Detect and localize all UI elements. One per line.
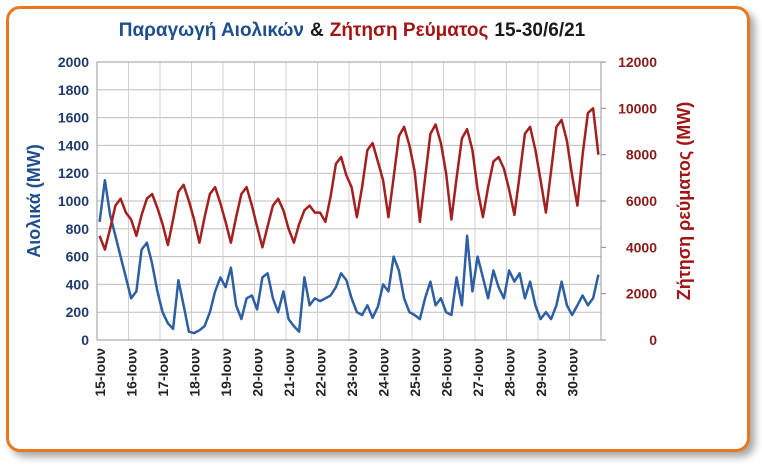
y-tick-label: 1600 [58, 110, 89, 126]
y2-tick-label: 12000 [618, 54, 657, 70]
x-tick-label: 17-Ιουν [155, 348, 171, 397]
x-tick-label: 18-Ιουν [187, 348, 203, 397]
x-tick-label: 23-Ιουν [344, 348, 360, 397]
title-part: Παραγωγή Αιολικών [119, 20, 304, 41]
x-tick-label: 15-Ιουν [92, 348, 108, 397]
y2-tick-label: 10000 [618, 100, 657, 116]
x-tick-label: 22-Ιουν [313, 348, 329, 397]
y-tick-label: 0 [81, 332, 89, 348]
y-tick-label: 200 [66, 304, 90, 320]
chart-title: Παραγωγή Αιολικών & Ζήτηση Ρεύματος 15-30/6… [119, 20, 586, 41]
x-tick-label: 21-Ιουν [281, 348, 297, 397]
x-tick-label: 26-Ιουν [439, 348, 455, 397]
y2-axis-label: Ζήτηση ρεύματος (MW) [674, 102, 694, 300]
y-axis-label: Αιολικά (MW) [24, 144, 44, 257]
y2-tick-label: 0 [649, 332, 657, 348]
y-tick-label: 400 [66, 276, 90, 292]
y-tick-label: 2000 [58, 54, 89, 70]
x-tick-label: 20-Ιουν [250, 348, 266, 397]
title-part: Ζήτηση Ρεύματος [330, 20, 489, 41]
x-tick-label: 19-Ιουν [218, 348, 234, 397]
y-tick-label: 1400 [58, 137, 89, 153]
x-tick-label: 16-Ιουν [124, 348, 140, 397]
x-tick-label: 24-Ιουν [376, 348, 392, 397]
y-tick-label: 1000 [58, 193, 89, 209]
y-tick-label: 1200 [58, 165, 89, 181]
y-tick-label: 600 [66, 249, 90, 265]
plot-border [96, 61, 602, 341]
y2-tick-label: 4000 [626, 239, 657, 255]
y2-tick-label: 2000 [626, 286, 657, 302]
series-line [98, 107, 600, 251]
x-tick-label: 28-Ιουν [502, 348, 518, 397]
y2-tick-label: 6000 [626, 193, 657, 209]
title-part: 15-30/6/21 [494, 20, 585, 41]
x-tick-label: 29-Ιουν [533, 348, 549, 397]
y-tick-label: 1800 [58, 82, 89, 98]
y-tick-label: 800 [66, 221, 90, 237]
y2-tick-label: 8000 [626, 147, 657, 163]
title-part: & [310, 20, 324, 41]
x-tick-label: 30-Ιουν [565, 348, 581, 397]
series-line [98, 178, 600, 335]
x-tick-label: 25-Ιουν [407, 348, 423, 397]
x-tick-label: 27-Ιουν [470, 348, 486, 397]
